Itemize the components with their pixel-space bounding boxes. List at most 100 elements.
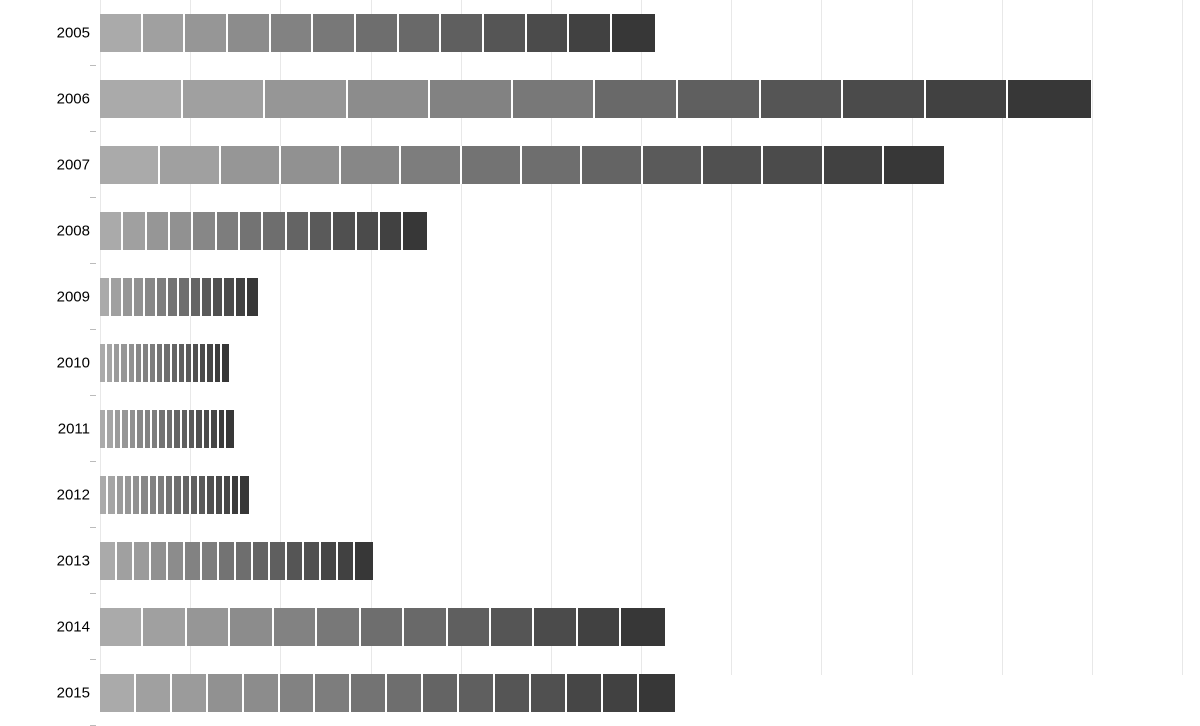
bar-row: 2015 <box>100 660 1190 726</box>
bar-segment <box>182 410 189 448</box>
bar-segment <box>310 212 333 250</box>
bar-segment <box>179 344 186 382</box>
bar-segment <box>567 674 603 712</box>
bar-segment <box>448 608 491 646</box>
bar-segment <box>100 212 123 250</box>
bar-segment <box>357 212 380 250</box>
bar-segment <box>351 674 387 712</box>
bar-row: 2013 <box>100 528 1190 594</box>
stacked-bar <box>100 146 944 184</box>
bar-segment <box>462 146 522 184</box>
bar-row: 2012 <box>100 462 1190 528</box>
bar-segment <box>678 80 761 118</box>
stacked-bar <box>100 14 655 52</box>
bar-segment <box>211 410 218 448</box>
bar-segment <box>236 278 247 316</box>
bar-segment <box>100 80 183 118</box>
bar-segment <box>215 344 222 382</box>
bar-segment <box>569 14 612 52</box>
bar-segment <box>348 80 431 118</box>
bar-segment <box>224 476 232 514</box>
bar-segment <box>150 344 157 382</box>
bar-segment <box>404 608 447 646</box>
y-tick <box>90 197 96 198</box>
bar-segment <box>170 212 193 250</box>
stacked-bar <box>100 674 675 712</box>
bar-segment <box>270 542 287 580</box>
bar-segment <box>172 344 179 382</box>
y-axis-label: 2010 <box>20 355 90 372</box>
bar-segment <box>761 80 844 118</box>
bar-segment <box>534 608 577 646</box>
bar-segment <box>150 476 158 514</box>
bar-segment <box>531 674 567 712</box>
bar-segment <box>134 542 151 580</box>
bar-segment <box>100 476 108 514</box>
stacked-bar <box>100 212 427 250</box>
bar-segment <box>1008 80 1091 118</box>
bar-segment <box>643 146 703 184</box>
bar-segment <box>217 212 240 250</box>
bar-segment <box>280 674 316 712</box>
bar-segment <box>125 476 133 514</box>
bar-segment <box>639 674 675 712</box>
bar-segment <box>100 410 107 448</box>
y-axis-label: 2015 <box>20 685 90 702</box>
bar-row: 2014 <box>100 594 1190 660</box>
y-axis-label: 2014 <box>20 619 90 636</box>
bar-segment <box>263 212 286 250</box>
bar-segment <box>134 278 145 316</box>
bar-row: 2011 <box>100 396 1190 462</box>
bar-segment <box>141 476 149 514</box>
bar-segment <box>107 344 114 382</box>
bar-segment <box>100 344 107 382</box>
bar-segment <box>213 278 224 316</box>
bar-segment <box>189 410 196 448</box>
bar-segment <box>221 146 281 184</box>
bar-segment <box>199 476 207 514</box>
bar-segment <box>193 212 216 250</box>
bar-segment <box>111 278 122 316</box>
bar-segment <box>207 476 215 514</box>
bar-segment <box>219 542 236 580</box>
bar-segment <box>100 542 117 580</box>
bar-segment <box>595 80 678 118</box>
bar-segment <box>158 476 166 514</box>
bar-segment <box>441 14 484 52</box>
bar-segment <box>193 344 200 382</box>
y-axis-label: 2008 <box>20 223 90 240</box>
bar-segment <box>100 608 143 646</box>
y-axis-label: 2007 <box>20 157 90 174</box>
bar-row: 2005 <box>100 0 1190 66</box>
bar-segment <box>313 14 356 52</box>
bar-segment <box>621 608 664 646</box>
bar-segment <box>333 212 356 250</box>
bar-segment <box>315 674 351 712</box>
stacked-bar <box>100 278 259 316</box>
bar-segment <box>114 344 121 382</box>
bar-segment <box>321 542 338 580</box>
bar-segment <box>317 608 360 646</box>
bar-segment <box>200 344 207 382</box>
bar-segment <box>168 542 185 580</box>
bar-segment <box>143 608 186 646</box>
bar-segment <box>100 674 136 712</box>
bar-segment <box>202 542 219 580</box>
bar-segment <box>164 344 171 382</box>
bar-row: 2008 <box>100 198 1190 264</box>
bar-segment <box>157 344 164 382</box>
y-tick <box>90 461 96 462</box>
bar-segment <box>703 146 763 184</box>
bar-segment <box>179 278 190 316</box>
bar-segment <box>578 608 621 646</box>
bar-segment <box>143 14 186 52</box>
bar-row: 2006 <box>100 66 1190 132</box>
bar-segment <box>459 674 495 712</box>
stacked-bar <box>100 542 373 580</box>
y-tick <box>90 329 96 330</box>
y-axis-label: 2012 <box>20 487 90 504</box>
bar-segment <box>219 410 226 448</box>
bar-segment <box>253 542 270 580</box>
bar-segment <box>380 212 403 250</box>
y-axis-label: 2005 <box>20 25 90 42</box>
